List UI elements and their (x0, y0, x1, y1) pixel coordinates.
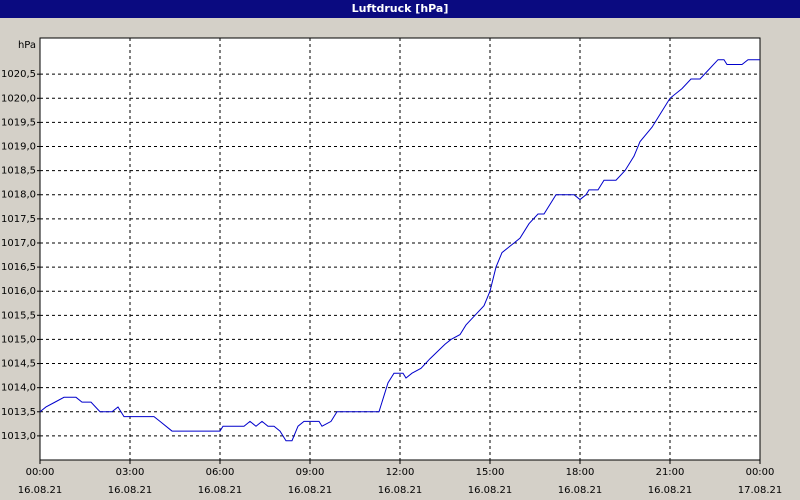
x-tick-label: 09:00 16.08.21 (287, 467, 333, 496)
x-tick-label: 21:00 16.08.21 (647, 467, 693, 496)
x-tick-label: 12:00 16.08.21 (377, 467, 423, 496)
y-tick-label: 1020,5 (1, 69, 36, 80)
y-tick-label: 1018,5 (1, 166, 36, 177)
y-tick-label: 1019,0 (1, 142, 36, 153)
y-tick-label: 1016,0 (1, 286, 36, 297)
data-line (39, 59, 760, 442)
x-tick-label: 15:00 16.08.21 (467, 467, 513, 496)
y-tick-label: 1014,0 (1, 383, 36, 394)
y-tick-label: 1016,5 (1, 262, 36, 273)
y-tick-label: 1013,5 (1, 407, 36, 418)
y-tick-label: 1015,5 (1, 310, 36, 321)
y-tick-label: 1018,0 (1, 190, 36, 201)
y-axis-label: hPa (18, 40, 36, 51)
y-tick-label: 1020,0 (1, 93, 36, 104)
x-tick-label: 00:00 16.08.21 (17, 467, 63, 496)
y-tick-label: 1013,0 (1, 431, 36, 442)
y-tick-label: 1017,5 (1, 214, 36, 225)
x-tick-label: 03:00 16.08.21 (107, 467, 153, 496)
x-tick-label: 18:00 16.08.21 (557, 467, 603, 496)
y-tick-label: 1019,5 (1, 117, 36, 128)
x-tick-label: 06:00 16.08.21 (197, 467, 243, 496)
y-tick-label: 1014,5 (1, 359, 36, 370)
y-tick-label: 1015,0 (1, 334, 36, 345)
chart-title: Luftdruck [hPa] (0, 0, 800, 18)
y-tick-label: 1017,0 (1, 238, 36, 249)
x-tick-label: 00:00 17.08.21 (737, 467, 783, 496)
